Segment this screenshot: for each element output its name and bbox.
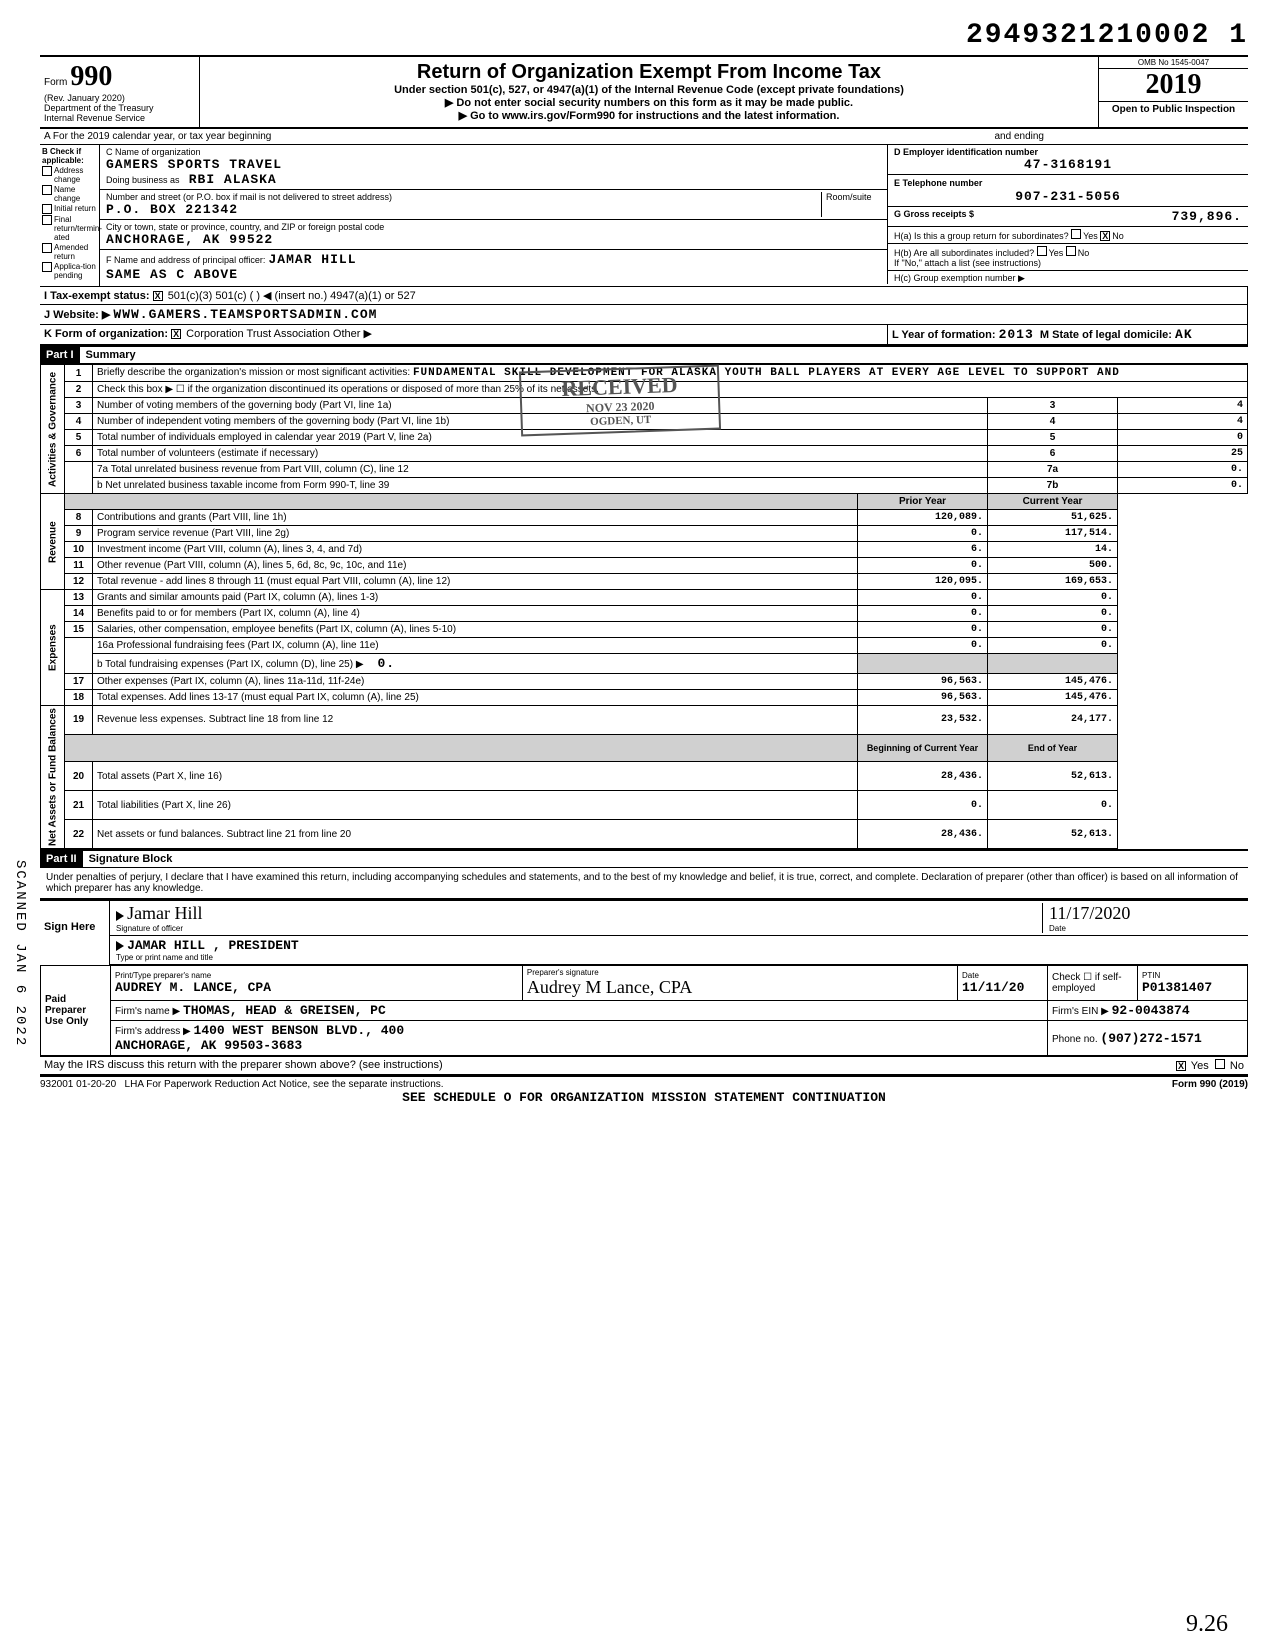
paid-preparer-label: Paid Preparer Use Only [41, 966, 111, 1056]
part1-header: Part I [40, 347, 80, 363]
line10-cy: 14. [988, 542, 1118, 558]
city-state-zip: ANCHORAGE, AK 99522 [106, 232, 881, 247]
discuss-question: May the IRS discuss this return with the… [44, 1059, 443, 1072]
preparer-date: 11/11/20 [962, 980, 1024, 995]
officer-signature: Jamar Hill [127, 903, 202, 923]
note-ssn: ▶ Do not enter social security numbers o… [210, 96, 1088, 109]
chk-corp[interactable]: X [171, 329, 181, 339]
chk-initial[interactable] [42, 204, 52, 214]
part1-title: Summary [80, 349, 136, 361]
line5-val: 0 [1118, 430, 1248, 446]
mission: FUNDAMENTAL SKILL DEVELOPMENT FOR ALASKA… [413, 367, 1120, 379]
side-revenue: Revenue [41, 494, 65, 590]
schedule-o-note: SEE SCHEDULE O FOR ORGANIZATION MISSION … [40, 1090, 1248, 1105]
sig-date: 11/17/2020 [1049, 903, 1130, 923]
form-subtitle: Under section 501(c), 527, or 4947(a)(1)… [210, 84, 1088, 96]
line9-cy: 117,514. [988, 526, 1118, 542]
form-rev: (Rev. January 2020) [44, 93, 195, 103]
year-formation: 2013 [999, 327, 1034, 342]
omb: OMB No 1545-0047 [1099, 57, 1248, 69]
line16b-val: 0. [377, 656, 395, 671]
line3-val: 4 [1118, 398, 1248, 414]
line4-val: 4 [1118, 414, 1248, 430]
line6-val: 25 [1118, 446, 1248, 462]
ein: 47-3168191 [894, 157, 1242, 172]
phone: 907-231-5056 [894, 189, 1242, 204]
chk-ha-no[interactable]: X [1100, 231, 1110, 241]
part2-title: Signature Block [83, 853, 173, 865]
chk-name[interactable] [42, 185, 52, 195]
line12-py: 120,095. [858, 574, 988, 590]
state-domicile: AK [1175, 327, 1193, 342]
chk-application[interactable] [42, 262, 52, 272]
line11-cy: 500. [988, 558, 1118, 574]
form-header: Form 990 (Rev. January 2020) Department … [40, 55, 1248, 129]
note-url: ▶ Go to www.irs.gov/Form990 for instruct… [210, 109, 1088, 122]
chk-hb-no[interactable] [1066, 246, 1076, 256]
chk-discuss-yes[interactable]: X [1176, 1061, 1186, 1071]
org-name: GAMERS SPORTS TRAVEL [106, 157, 881, 172]
dept: Department of the Treasury Internal Reve… [44, 103, 195, 123]
line-a-begin: A For the 2019 calendar year, or tax yea… [44, 131, 271, 142]
dln: 2949321210002 1 [966, 20, 1248, 51]
triangle-icon [116, 941, 124, 951]
col-b-checkboxes: B Check if applicable: Address change Na… [40, 145, 100, 286]
line10-py: 6. [858, 542, 988, 558]
chk-address[interactable] [42, 166, 52, 176]
line8-py: 120,089. [858, 510, 988, 526]
preparer-table: Paid Preparer Use Only Print/Type prepar… [40, 965, 1248, 1056]
officer-printed: JAMAR HILL , PRESIDENT [127, 938, 299, 953]
tax-year: 2019 [1099, 69, 1248, 102]
handwritten-note: 9.26 [1186, 1611, 1228, 1638]
line9-py: 0. [858, 526, 988, 542]
chk-discuss-no[interactable] [1215, 1059, 1225, 1069]
officer-name: JAMAR HILL [268, 252, 356, 267]
side-expenses: Expenses [41, 590, 65, 706]
chk-final[interactable] [42, 215, 52, 225]
firm-phone: (907)272-1571 [1100, 1031, 1201, 1046]
line11-py: 0. [858, 558, 988, 574]
scanned-stamp: SCANNED JAN 6 2022 [12, 860, 28, 1047]
gross-receipts: 739,896. [1172, 209, 1242, 224]
preparer-signature: Audrey M Lance, CPA [527, 977, 692, 997]
form-title: Return of Organization Exempt From Incom… [210, 61, 1088, 84]
line7b-val: 0. [1118, 478, 1248, 494]
chk-501c3[interactable]: X [153, 291, 163, 301]
chk-hb-yes[interactable] [1037, 246, 1047, 256]
dba: RBI ALASKA [189, 172, 277, 187]
summary-table: Activities & Governance 1 Briefly descri… [40, 364, 1248, 849]
preparer-name: AUDREY M. LANCE, CPA [115, 980, 271, 995]
c-label: C Name of organization [106, 147, 881, 157]
line8-cy: 51,625. [988, 510, 1118, 526]
ptin: P01381407 [1142, 980, 1212, 995]
line-a-end: and ending [995, 131, 1045, 142]
side-netassets: Net Assets or Fund Balances [41, 706, 65, 849]
officer-addr: SAME AS C ABOVE [106, 267, 238, 282]
open-inspection: Open to Public Inspection [1099, 102, 1248, 117]
line7a-val: 0. [1118, 462, 1248, 478]
line12-cy: 169,653. [988, 574, 1118, 590]
sign-here-label: Sign Here [40, 901, 110, 965]
form-number: 990 [70, 61, 112, 92]
website: WWW.GAMERS.TEAMSPORTSADMIN.COM [113, 307, 377, 322]
side-activities: Activities & Governance [41, 365, 65, 494]
triangle-icon [116, 911, 124, 921]
address: P.O. BOX 221342 [106, 202, 821, 217]
firm-ein: 92-0043874 [1112, 1003, 1190, 1018]
chk-ha-yes[interactable] [1071, 229, 1081, 239]
perjury-text: Under penalties of perjury, I declare th… [40, 868, 1248, 899]
chk-amended[interactable] [42, 243, 52, 253]
firm-name: THOMAS, HEAD & GREISEN, PC [183, 1003, 386, 1018]
part2-header: Part II [40, 851, 83, 867]
footer-form: Form 990 (2019) [1172, 1079, 1248, 1090]
